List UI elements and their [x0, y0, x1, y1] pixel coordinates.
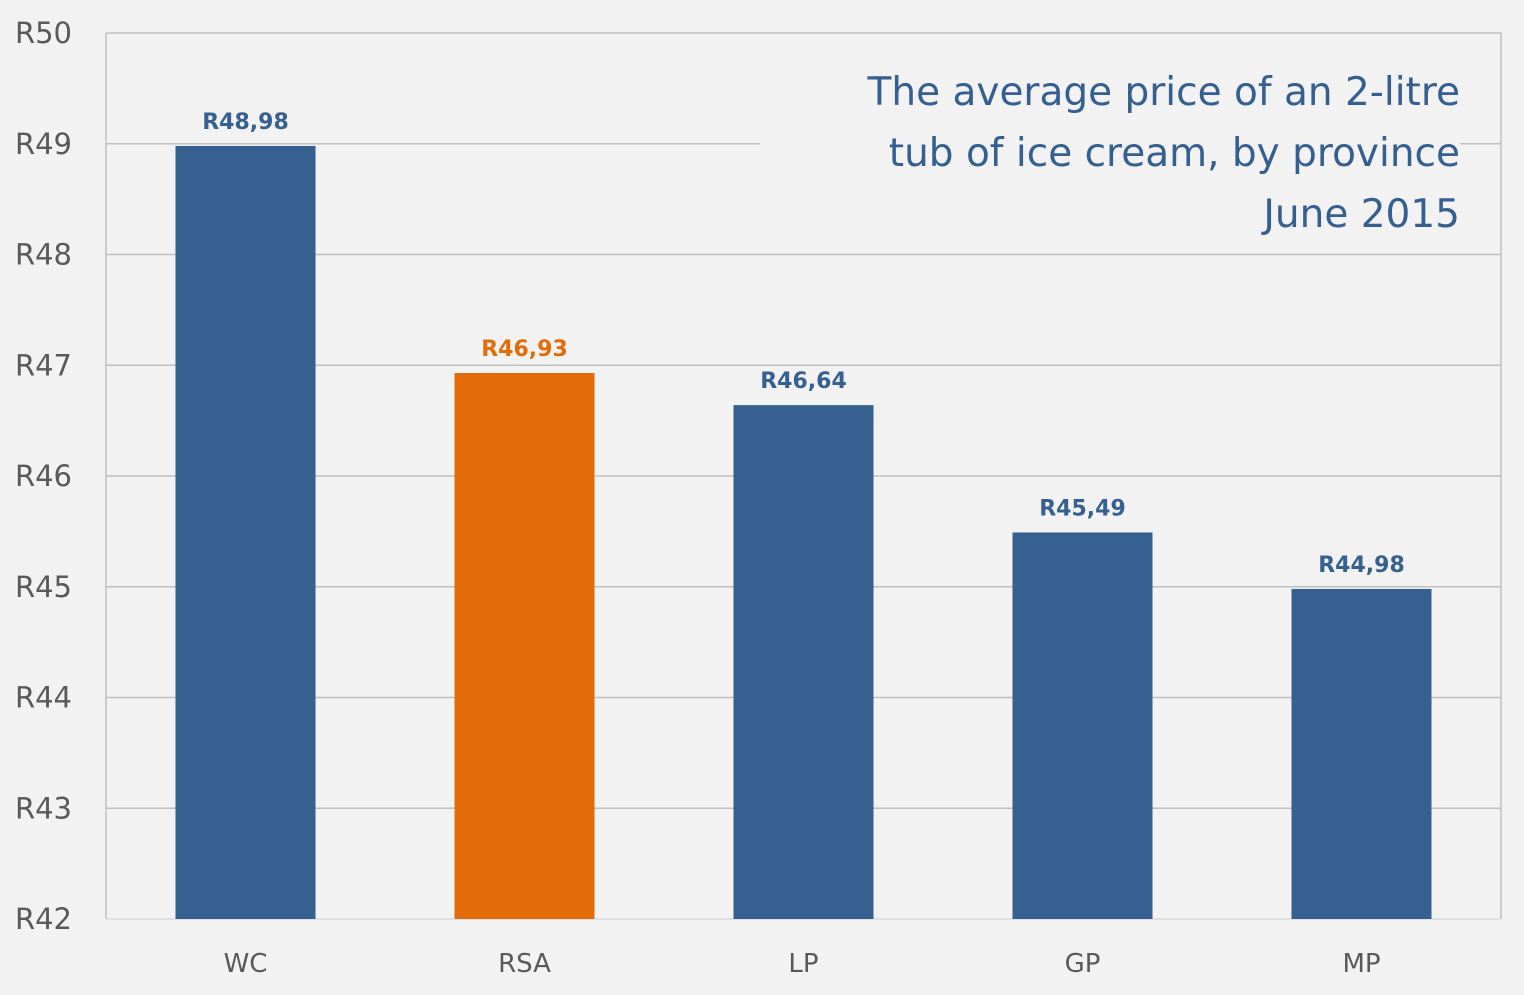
x-tick-label-gp: GP [1065, 949, 1101, 979]
y-tick-label: R49 [15, 127, 72, 161]
chart-title: The average price of an 2-litre tub of i… [760, 62, 1460, 252]
y-tick-label: R45 [15, 570, 72, 604]
bar-rsa [454, 373, 595, 919]
chart-title-line-1: The average price of an 2-litre [867, 70, 1460, 115]
data-label-wc: R48,98 [202, 110, 289, 135]
x-tick-label-wc: WC [224, 949, 268, 979]
x-axis-ticks: WC RSA LP GP MP [224, 949, 1381, 979]
data-label-lp: R46,64 [760, 369, 847, 394]
y-tick-label: R44 [15, 681, 72, 715]
data-labels: R48,98 R46,93 R46,64 R45,49 R44,98 [202, 110, 1405, 578]
bar-lp [733, 405, 874, 919]
x-tick-label-mp: MP [1342, 949, 1380, 979]
data-label-gp: R45,49 [1039, 496, 1126, 521]
bar-mp [1291, 588, 1432, 919]
y-tick-label: R47 [15, 348, 72, 382]
bar-gp [1012, 532, 1153, 919]
y-tick-label: R42 [15, 902, 72, 936]
data-label-mp: R44,98 [1318, 553, 1405, 578]
bar-wc [175, 145, 316, 920]
y-tick-label: R48 [15, 238, 72, 272]
chart-title-line-2: tub of ice cream, by province [888, 131, 1460, 176]
y-axis-ticks: R42 R43 R44 R45 R46 R47 R48 R49 R50 [15, 16, 72, 936]
y-tick-label: R43 [15, 791, 72, 825]
y-tick-label: R50 [15, 16, 72, 50]
data-label-rsa: R46,93 [481, 337, 568, 362]
x-tick-label-lp: LP [788, 949, 818, 979]
bars [175, 145, 1432, 920]
x-tick-label-rsa: RSA [498, 949, 551, 979]
chart-title-line-3: June 2015 [1263, 192, 1460, 237]
y-tick-label: R46 [15, 459, 72, 493]
